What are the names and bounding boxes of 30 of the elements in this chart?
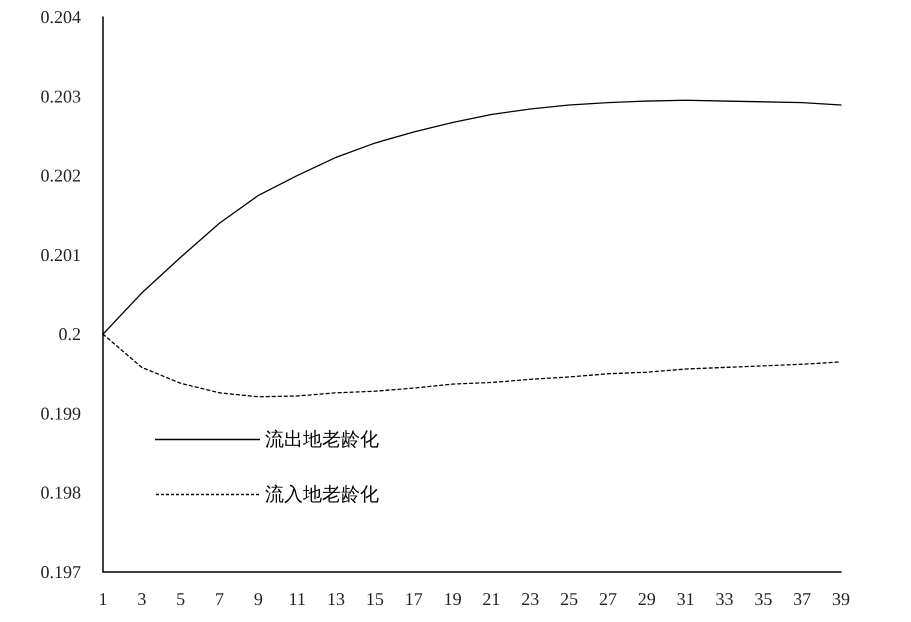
y-tick-label: 0.197 (40, 562, 81, 582)
y-tick-label: 0.204 (40, 7, 81, 27)
legend-label: 流出地老龄化 (265, 428, 379, 450)
y-tick-label: 0.2 (58, 324, 81, 344)
y-tick-label: 0.199 (40, 403, 81, 424)
x-tick-label: 11 (288, 589, 306, 609)
y-tick-label: 0.201 (40, 244, 81, 265)
x-tick-label: 15 (366, 589, 384, 609)
x-tick-label: 27 (598, 589, 617, 609)
x-tick-label: 19 (444, 589, 462, 609)
y-tick-label: 0.202 (40, 166, 81, 186)
x-tick-label: 31 (676, 589, 695, 609)
y-tick-label: 0.198 (40, 482, 81, 503)
y-tick-label: 0.203 (40, 86, 81, 106)
x-tick-label: 33 (715, 589, 734, 609)
x-tick-label: 1 (98, 589, 108, 609)
x-tick-label: 21 (482, 589, 500, 609)
x-tick-label: 5 (176, 589, 186, 609)
x-tick-label: 39 (832, 589, 850, 609)
x-tick-label: 25 (560, 589, 578, 609)
x-tick-label: 13 (327, 589, 346, 609)
x-tick-label: 9 (254, 589, 263, 609)
x-tick-label: 37 (793, 589, 812, 609)
x-tick-label: 23 (521, 589, 540, 609)
x-tick-label: 3 (137, 589, 146, 609)
x-tick-label: 7 (215, 589, 224, 609)
x-tick-label: 29 (638, 589, 656, 609)
legend-label: 流入地老龄化 (265, 484, 379, 506)
x-tick-label: 17 (404, 589, 423, 609)
x-tick-label: 35 (754, 589, 772, 609)
